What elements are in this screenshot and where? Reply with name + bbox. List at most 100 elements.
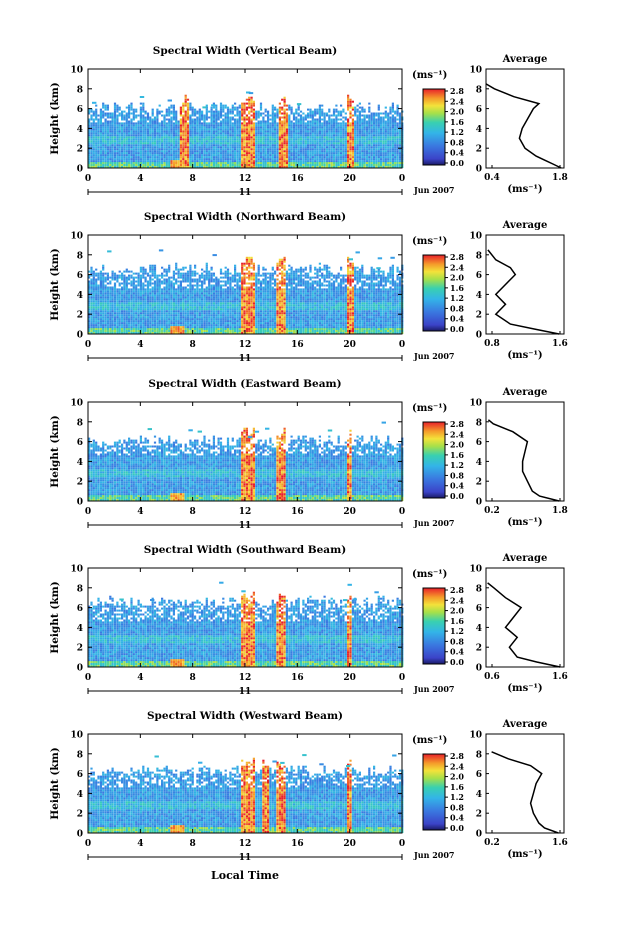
panel-title: Spectral Width (Northward Beam) <box>144 211 346 223</box>
average-x-tick-label: 1.6 <box>552 672 568 682</box>
y-tick-label: 0 <box>77 165 83 175</box>
heatmap-cells <box>88 754 404 833</box>
panel-4: Spectral Width (Southward Beam) 0 2 4 6 8 10 He… <box>49 544 568 697</box>
average-x-label: (ms⁻¹) <box>507 184 542 195</box>
x-tick-label: 16 <box>291 340 304 350</box>
average-profile-line <box>487 582 561 668</box>
x-tick-label: 16 <box>291 507 304 517</box>
x-tick-label: 0 <box>399 174 405 184</box>
average-x-tick-label: 0.8 <box>484 339 500 349</box>
x-tick-label: 20 <box>343 673 356 683</box>
average-y-tick-label: 0 <box>476 830 482 840</box>
average-x-label: (ms⁻¹) <box>507 849 542 860</box>
y-axis-label: Height (km) <box>49 82 61 154</box>
date-label: Jun 2007 <box>413 684 454 694</box>
y-tick-label: 4 <box>77 624 83 634</box>
colorbar-tick-label: 2.0 <box>450 606 464 616</box>
colorbar-tick-label: 1.2 <box>450 293 464 303</box>
colorbar-tick-label: 0.4 <box>450 813 464 823</box>
heatmap-cells <box>88 91 404 168</box>
y-tick-label: 8 <box>77 85 83 95</box>
average-frame <box>485 567 565 668</box>
x-tick-label: 0 <box>399 507 405 517</box>
average-y-tick-label: 6 <box>476 271 482 281</box>
day-label: 11 <box>239 853 252 863</box>
average-y-tick-label: 6 <box>476 770 482 780</box>
heatmap-cells <box>88 249 404 334</box>
colorbar-tick-label: 0.4 <box>450 148 464 158</box>
colorbar-tick-label: 0.0 <box>450 324 464 334</box>
average-x-label: (ms⁻¹) <box>507 517 542 528</box>
x-tick-label: 8 <box>190 174 196 184</box>
average-title: Average <box>502 387 548 398</box>
colorbar-tick-label: 2.4 <box>450 761 464 771</box>
colorbar-tick-label: 0.4 <box>450 481 464 491</box>
colorbar-tick-label: 2.8 <box>450 86 464 96</box>
colorbar-tick-label: 2.8 <box>450 252 464 262</box>
average-x-tick-label: 0.6 <box>484 672 500 682</box>
colorbar-tick-label: 2.4 <box>450 429 464 439</box>
colorbar-tick-label: 2.0 <box>450 107 464 117</box>
average-frame <box>485 68 565 169</box>
colorbar-tick-label: 1.6 <box>450 616 464 626</box>
y-tick-label: 0 <box>77 331 83 341</box>
y-tick-label: 6 <box>77 271 83 281</box>
x-tick-label: 16 <box>291 839 304 849</box>
average-y-tick-label: 0 <box>476 498 482 508</box>
x-tick-label: 0 <box>85 507 91 517</box>
average-profile-line <box>487 419 560 502</box>
colorbar-tick-label: 2.0 <box>450 440 464 450</box>
x-tick-label: 20 <box>343 340 356 350</box>
panel-2: Spectral Width (Northward Beam) 0 2 4 6 8 10 He… <box>49 211 568 364</box>
y-tick-label: 8 <box>77 418 83 428</box>
average-x-tick-label: 1.6 <box>552 838 568 848</box>
average-y-tick-label: 4 <box>476 291 482 301</box>
xlabel-local-time: Local Time <box>211 869 279 882</box>
average-title: Average <box>502 553 548 564</box>
x-tick-label: 8 <box>190 507 196 517</box>
colorbar-tick-label: 0.0 <box>450 491 464 501</box>
x-tick-label: 0 <box>85 340 91 350</box>
x-tick-label: 12 <box>239 174 252 184</box>
x-tick-label: 20 <box>343 174 356 184</box>
date-label: Jun 2007 <box>413 351 454 361</box>
average-y-tick-label: 2 <box>476 644 482 654</box>
x-tick-label: 8 <box>190 340 196 350</box>
x-tick-label: 8 <box>190 673 196 683</box>
date-label: Jun 2007 <box>413 185 454 195</box>
y-tick-label: 0 <box>77 498 83 508</box>
x-tick-label: 4 <box>137 507 143 517</box>
x-tick-label: 8 <box>190 839 196 849</box>
colorbar-tick-label: 0.8 <box>450 470 464 480</box>
average-y-tick-label: 6 <box>476 105 482 115</box>
heatmap-cells <box>88 421 404 501</box>
panel-title: Spectral Width (Eastward Beam) <box>148 378 341 390</box>
x-tick-label: 0 <box>399 839 405 849</box>
colorbar-tick-label: 1.2 <box>450 460 464 470</box>
x-tick-label: 4 <box>137 673 143 683</box>
date-label: Jun 2007 <box>413 518 454 528</box>
colorbar <box>422 88 446 166</box>
average-y-tick-label: 10 <box>469 565 482 575</box>
colorbar-tick-label: 0.0 <box>450 657 464 667</box>
average-y-tick-label: 10 <box>469 66 482 76</box>
colorbar-tick-label: 1.2 <box>450 792 464 802</box>
panel-title: Spectral Width (Vertical Beam) <box>153 45 337 57</box>
y-tick-label: 2 <box>77 810 83 820</box>
colorbar-tick-label: 1.6 <box>450 117 464 127</box>
average-y-tick-label: 2 <box>476 311 482 321</box>
panel-3: Spectral Width (Eastward Beam) 0 2 4 6 8 10 Hei… <box>49 378 568 531</box>
average-y-tick-label: 10 <box>469 399 482 409</box>
average-y-tick-label: 8 <box>476 418 482 428</box>
y-axis-label: Height (km) <box>49 747 61 819</box>
average-y-tick-label: 4 <box>476 125 482 135</box>
colorbar <box>422 587 446 665</box>
y-tick-label: 4 <box>77 125 83 135</box>
y-tick-label: 10 <box>70 565 83 575</box>
day-label: 11 <box>239 687 252 697</box>
average-y-tick-label: 10 <box>469 731 482 741</box>
average-y-tick-label: 0 <box>476 664 482 674</box>
colorbar <box>422 254 446 332</box>
day-label: 11 <box>239 188 252 198</box>
